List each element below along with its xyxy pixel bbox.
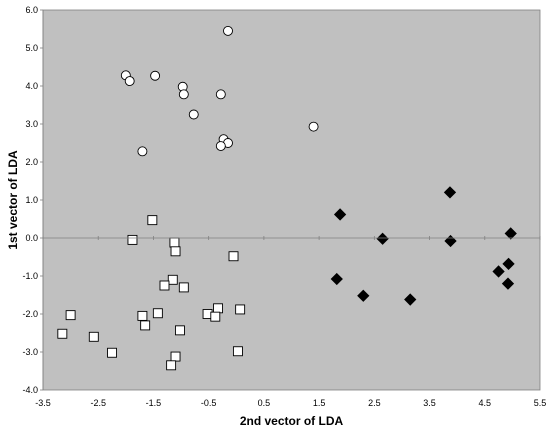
y-tick-label: -4.0: [22, 385, 38, 395]
x-tick-label: 5.5: [534, 398, 547, 408]
square-point: [170, 246, 181, 257]
square-point: [175, 325, 185, 336]
square-point: [152, 308, 163, 319]
square-point: [166, 360, 177, 371]
square-point: [167, 274, 178, 285]
plot-area: [42, 9, 541, 391]
circle-point: [150, 70, 161, 81]
diamond-point: [492, 265, 505, 278]
circle-point: [215, 89, 226, 100]
x-tick-label: -0.5: [201, 398, 217, 408]
x-tick-label: -3.5: [35, 398, 51, 408]
x-tick-label: 0.5: [258, 398, 271, 408]
x-axis-title: 2nd vector of LDA: [240, 414, 344, 428]
x-tick-label: -1.5: [146, 398, 162, 408]
y-tick-label: 5.0: [25, 43, 38, 53]
square-point: [140, 320, 151, 331]
x-tick-label: -2.5: [90, 398, 106, 408]
square-point: [213, 303, 224, 314]
square-point: [127, 234, 138, 245]
circle-point: [215, 141, 226, 151]
diamond-point: [504, 227, 517, 240]
square-point: [232, 346, 243, 357]
circle-point: [188, 109, 199, 120]
circle-point: [308, 121, 319, 132]
diamond-point: [404, 293, 417, 306]
y-tick-label: -2.0: [22, 309, 38, 319]
x-tick-label: 3.5: [423, 398, 436, 408]
square-point: [169, 237, 180, 248]
square-point: [65, 310, 76, 321]
square-series: [57, 215, 246, 371]
square-point: [57, 328, 68, 339]
diamond-point: [357, 289, 370, 302]
circle-point: [137, 146, 148, 157]
square-point: [170, 351, 181, 362]
diamond-point: [502, 257, 515, 270]
square-point: [235, 304, 246, 315]
square-point: [159, 280, 170, 291]
square-point: [228, 251, 239, 262]
diamond-point: [333, 208, 347, 221]
y-tick-label: 4.0: [25, 81, 38, 91]
circle-point: [124, 76, 135, 87]
circle-point: [178, 89, 189, 100]
diamond-point: [376, 232, 389, 245]
y-tick-label: -3.0: [22, 347, 38, 357]
x-tick-label: 1.5: [313, 398, 326, 408]
y-tick-label: 1.0: [25, 195, 38, 205]
square-point: [107, 347, 117, 358]
y-tick-label: 3.0: [25, 119, 38, 129]
y-tick-label: -1.0: [22, 271, 38, 281]
x-tick-label: 2.5: [368, 398, 381, 408]
diamond-point: [501, 277, 515, 290]
data-series: [57, 25, 517, 371]
circle-series: [120, 25, 319, 157]
y-axis-title: 1st vector of LDA: [6, 150, 20, 250]
y-tick-label: 6.0: [25, 5, 38, 15]
square-point: [137, 310, 148, 321]
square-point: [88, 331, 99, 342]
square-point: [147, 215, 158, 226]
square-point: [210, 311, 221, 322]
y-tick-label: 0.0: [25, 233, 38, 243]
diamond-point: [330, 272, 343, 286]
x-tick-label: 4.5: [479, 398, 492, 408]
diamond-series: [330, 186, 517, 306]
square-point: [178, 282, 189, 293]
circle-point: [223, 25, 233, 36]
y-tick-label: 2.0: [25, 157, 38, 167]
diamond-point: [443, 186, 457, 199]
